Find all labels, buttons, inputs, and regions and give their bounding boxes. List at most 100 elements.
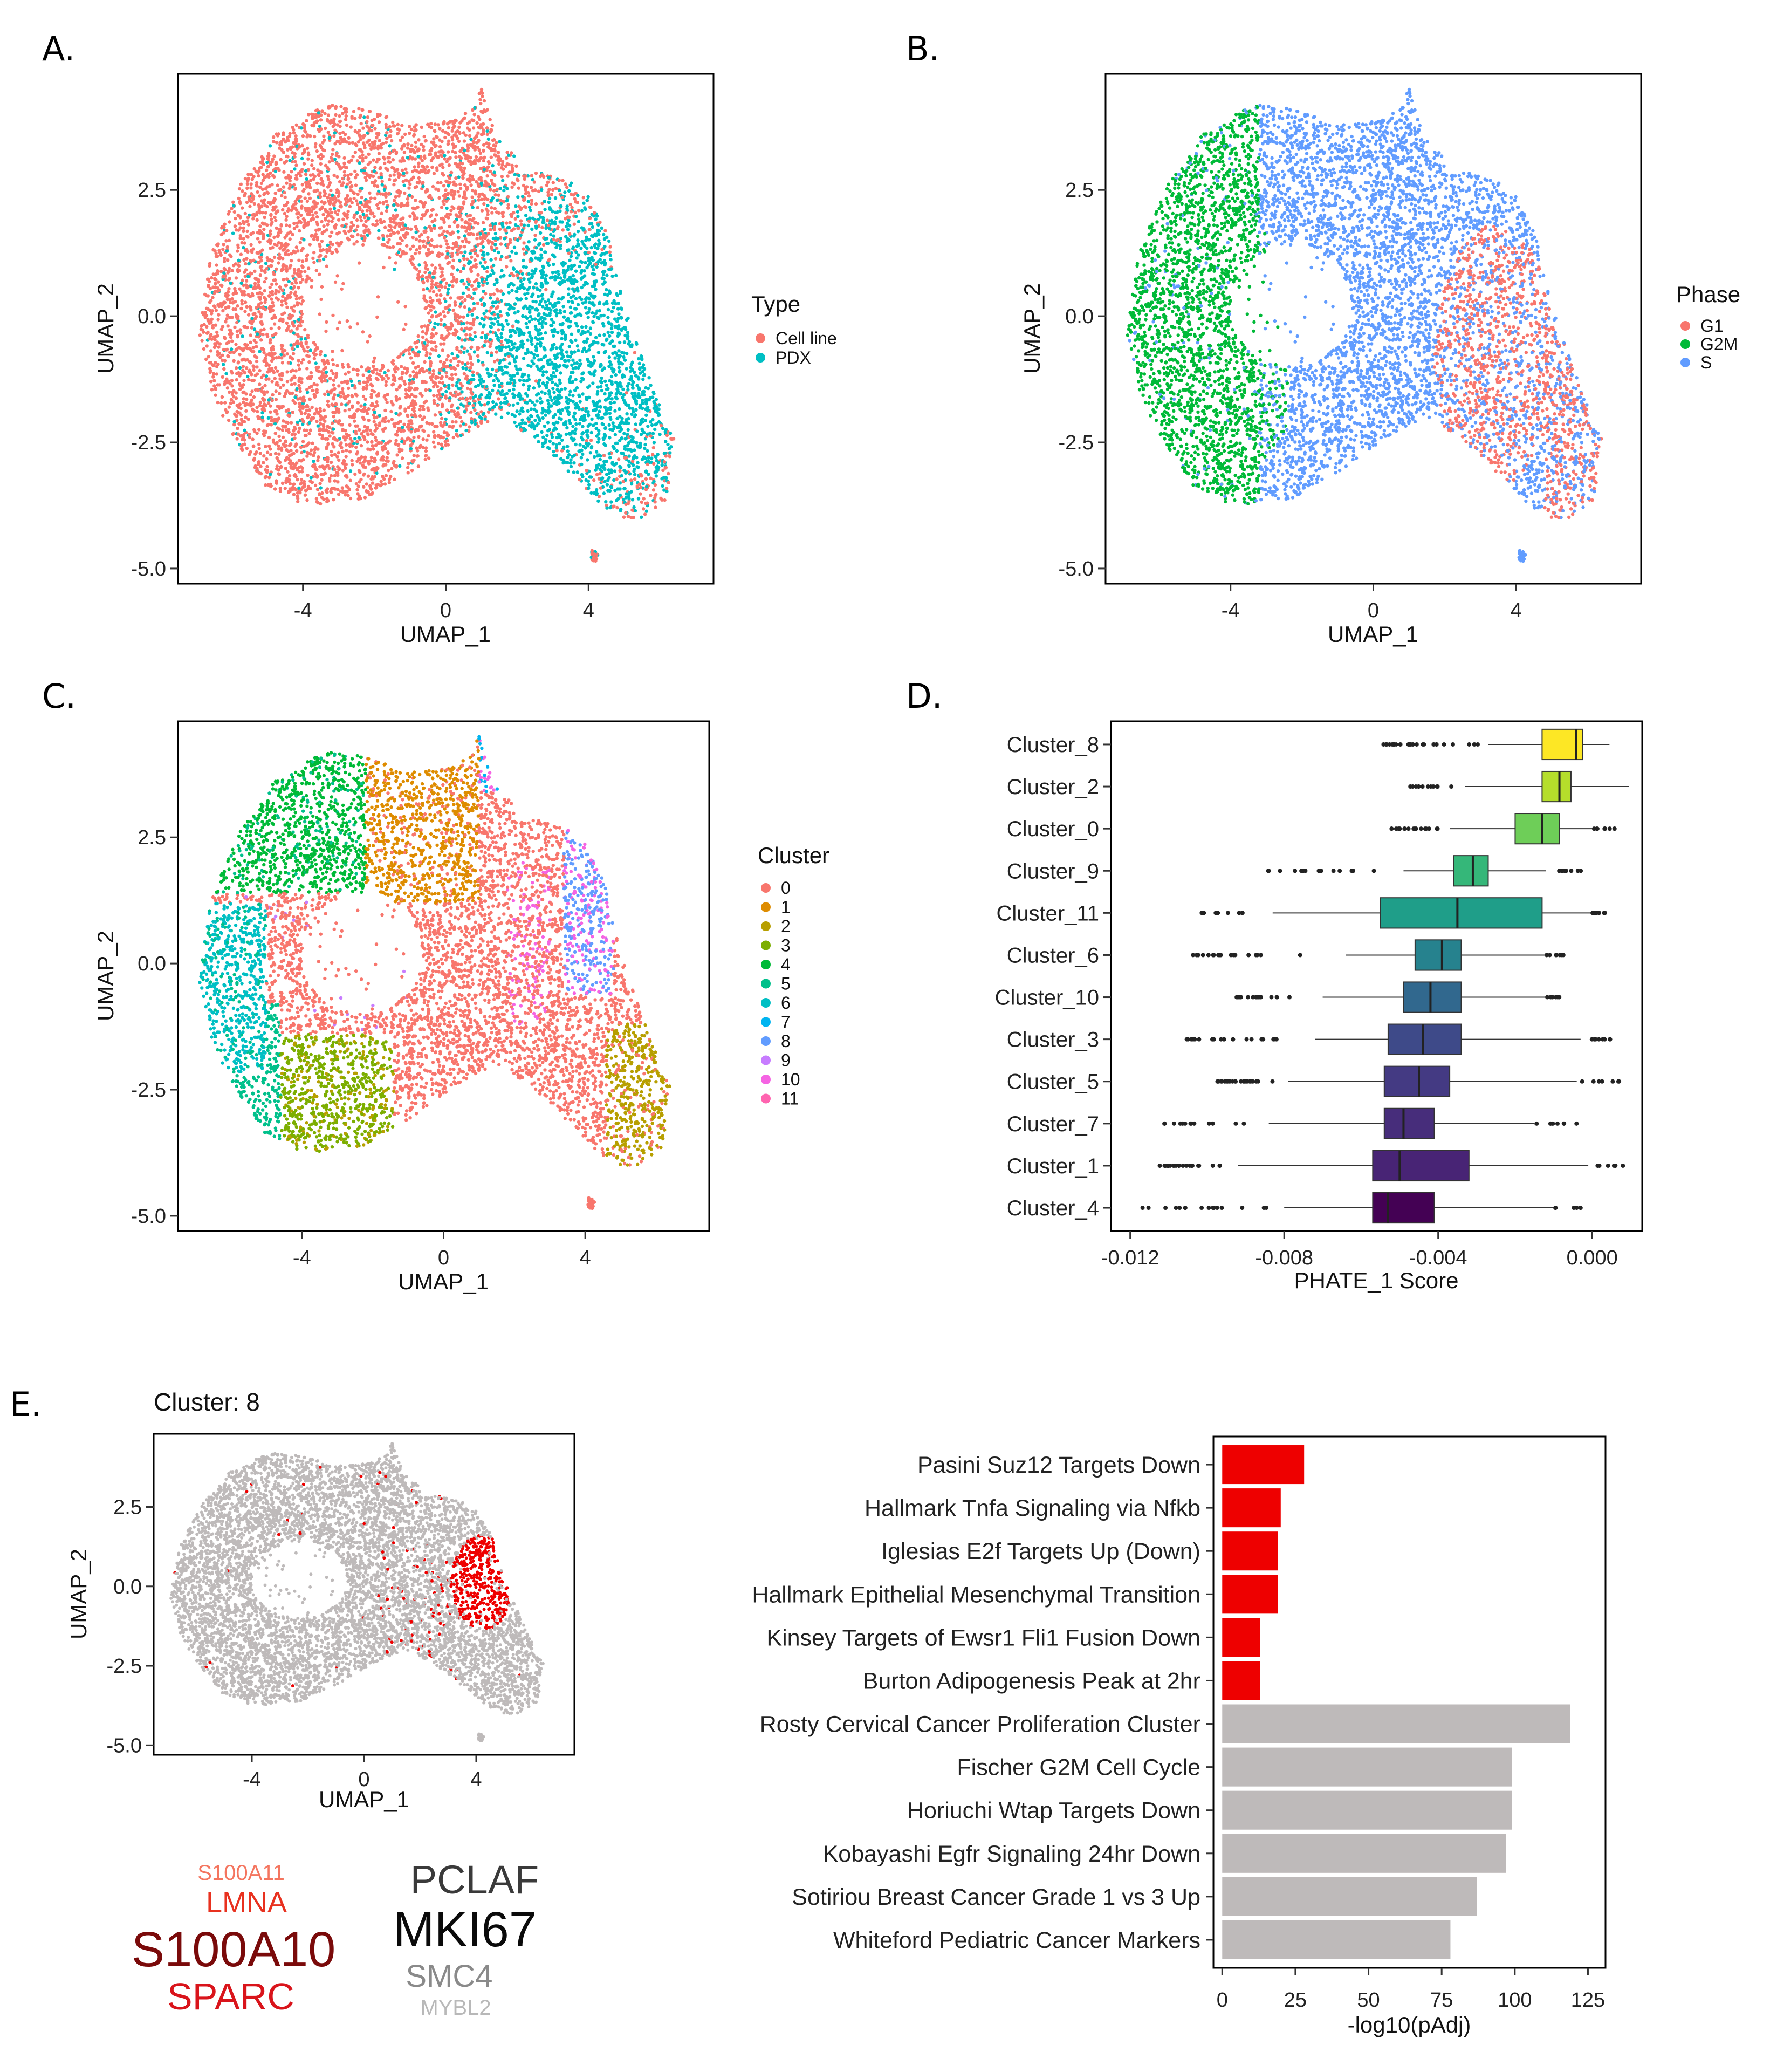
data-point bbox=[232, 359, 236, 363]
data-point bbox=[379, 167, 382, 170]
data-point bbox=[446, 132, 449, 135]
data-point bbox=[229, 282, 232, 285]
data-point bbox=[297, 259, 300, 262]
data-point bbox=[269, 144, 272, 147]
data-point bbox=[456, 230, 459, 233]
data-point bbox=[482, 245, 485, 249]
data-point bbox=[574, 307, 578, 310]
data-point bbox=[350, 234, 353, 237]
data-point bbox=[563, 310, 566, 313]
data-point bbox=[473, 331, 476, 334]
data-point bbox=[272, 236, 276, 239]
data-point bbox=[485, 126, 489, 129]
data-point bbox=[435, 394, 438, 398]
data-point bbox=[238, 388, 242, 391]
data-point bbox=[430, 283, 434, 286]
data-point bbox=[376, 184, 379, 188]
data-point bbox=[537, 440, 540, 443]
data-point bbox=[537, 367, 540, 371]
data-point bbox=[586, 337, 589, 340]
data-point bbox=[224, 372, 228, 375]
data-point bbox=[486, 252, 489, 255]
data-point bbox=[512, 404, 515, 407]
data-point bbox=[267, 445, 271, 448]
data-point bbox=[327, 405, 330, 408]
data-point bbox=[352, 197, 355, 200]
data-point bbox=[378, 201, 381, 204]
data-point bbox=[236, 427, 239, 430]
data-point bbox=[319, 144, 322, 147]
data-point bbox=[277, 261, 280, 264]
data-point bbox=[375, 316, 379, 319]
data-point bbox=[493, 183, 496, 187]
data-point bbox=[265, 465, 269, 468]
data-point bbox=[284, 481, 287, 484]
data-point bbox=[575, 324, 579, 327]
data-point bbox=[373, 197, 376, 200]
data-point bbox=[431, 327, 435, 331]
data-point bbox=[289, 482, 292, 485]
data-point bbox=[488, 161, 491, 165]
data-point bbox=[653, 496, 656, 500]
data-point bbox=[264, 262, 267, 265]
data-point bbox=[651, 418, 654, 421]
data-point bbox=[417, 275, 421, 278]
data-point bbox=[434, 348, 437, 352]
data-point bbox=[538, 303, 541, 306]
data-point bbox=[589, 475, 593, 478]
data-point bbox=[246, 347, 249, 350]
data-point bbox=[307, 360, 311, 364]
data-point bbox=[371, 481, 374, 484]
data-point bbox=[218, 352, 221, 355]
data-point bbox=[305, 278, 308, 282]
data-point bbox=[432, 290, 435, 293]
data-point bbox=[414, 199, 417, 202]
data-point bbox=[525, 185, 529, 188]
data-point bbox=[530, 186, 533, 189]
data-point bbox=[442, 342, 445, 345]
data-point bbox=[412, 436, 415, 439]
data-point bbox=[644, 477, 648, 481]
data-point bbox=[482, 159, 485, 162]
data-point bbox=[272, 135, 275, 139]
data-point bbox=[543, 208, 546, 211]
data-point bbox=[643, 373, 646, 377]
data-point bbox=[345, 449, 348, 452]
data-point bbox=[519, 223, 523, 226]
data-point bbox=[337, 155, 340, 158]
data-point bbox=[326, 175, 330, 178]
data-point bbox=[409, 356, 413, 359]
data-point bbox=[487, 138, 490, 141]
data-point bbox=[559, 457, 562, 460]
data-point bbox=[580, 463, 583, 466]
data-point bbox=[234, 343, 237, 346]
data-point bbox=[221, 275, 224, 278]
data-point bbox=[327, 113, 330, 117]
data-point bbox=[595, 464, 598, 468]
data-point bbox=[241, 302, 244, 305]
data-point bbox=[469, 396, 472, 400]
data-point bbox=[499, 242, 503, 245]
data-point bbox=[316, 223, 319, 226]
data-point bbox=[615, 449, 619, 453]
data-point bbox=[608, 355, 611, 359]
data-point bbox=[446, 305, 449, 309]
data-point bbox=[445, 358, 448, 361]
data-point bbox=[614, 373, 618, 377]
data-point bbox=[585, 429, 588, 433]
data-point bbox=[501, 160, 504, 163]
data-point bbox=[581, 453, 584, 456]
data-point bbox=[403, 223, 407, 227]
data-point bbox=[530, 343, 533, 346]
data-point bbox=[481, 265, 484, 268]
data-point bbox=[454, 304, 457, 307]
panel-a-umap-type: -4 0 42.50.0-2.5-5.0 UMAP_1 UMAP_2 Type Ce… bbox=[93, 74, 837, 647]
data-point bbox=[438, 234, 441, 237]
data-point bbox=[430, 279, 434, 283]
data-point bbox=[574, 339, 577, 342]
data-point bbox=[265, 457, 268, 461]
data-point bbox=[465, 321, 469, 324]
data-point bbox=[216, 269, 219, 272]
data-point bbox=[273, 377, 277, 380]
data-point bbox=[227, 213, 230, 216]
